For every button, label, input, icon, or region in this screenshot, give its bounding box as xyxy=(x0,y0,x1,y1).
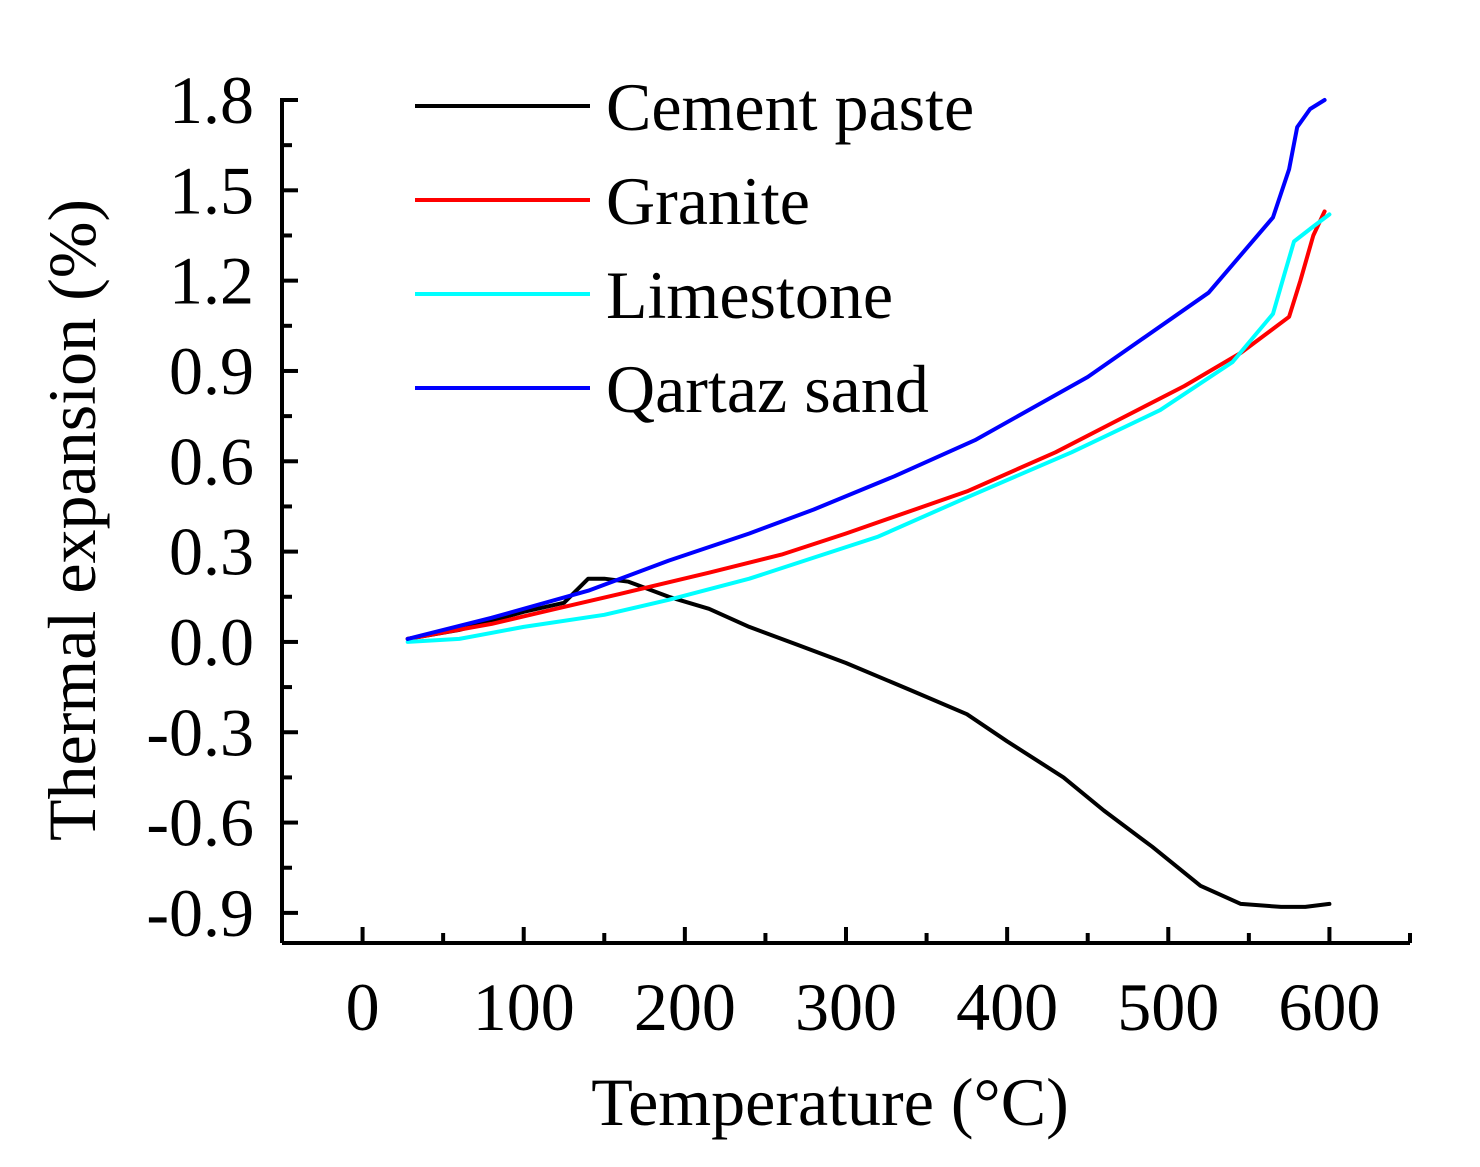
y-tick-label: 1.2 xyxy=(169,243,254,319)
x-tick-label: 500 xyxy=(1117,969,1219,1045)
legend: Cement paste Granite Limestone Qartaz sand xyxy=(415,69,974,427)
x-tick-label: 300 xyxy=(795,969,897,1045)
x-tick-label: 400 xyxy=(956,969,1058,1045)
x-tick-label: 200 xyxy=(634,969,736,1045)
y-tick-label: -0.3 xyxy=(146,694,254,770)
axes: -0.9 -0.6 -0.3 0.0 0.3 0.6 0.9 1.2 1.5 1.8 0 100 200… xyxy=(146,62,1412,1045)
series-line-qartaz-sand xyxy=(405,98,1327,641)
y-tick-label: 0.6 xyxy=(169,423,254,499)
legend-label-granite: Granite xyxy=(606,163,810,239)
y-tick-label: -0.6 xyxy=(146,785,254,861)
x-axis-title: Temperature (°C) xyxy=(591,1064,1068,1140)
y-tick-label: 1.5 xyxy=(169,152,254,228)
y-tick-label: 0.9 xyxy=(169,333,254,409)
y-tick-label: 1.8 xyxy=(169,62,254,138)
y-tick-label: 0.0 xyxy=(169,604,254,680)
series-line-limestone xyxy=(405,212,1332,644)
y-tick-label: -0.9 xyxy=(146,875,254,951)
legend-label-limestone: Limestone xyxy=(606,257,893,333)
series-line-granite xyxy=(405,209,1327,641)
x-tick-label: 100 xyxy=(473,969,575,1045)
legend-label-cement-paste: Cement paste xyxy=(606,69,974,145)
y-tick-label: 0.3 xyxy=(169,514,254,590)
legend-label-qartaz-sand: Qartaz sand xyxy=(606,351,929,427)
y-axis-title: Thermal expansion (%) xyxy=(34,199,110,841)
series-lines xyxy=(405,98,1332,909)
x-tick-label: 0 xyxy=(346,969,380,1045)
x-tick-label: 600 xyxy=(1278,969,1380,1045)
series-line-cement-paste xyxy=(405,576,1332,909)
